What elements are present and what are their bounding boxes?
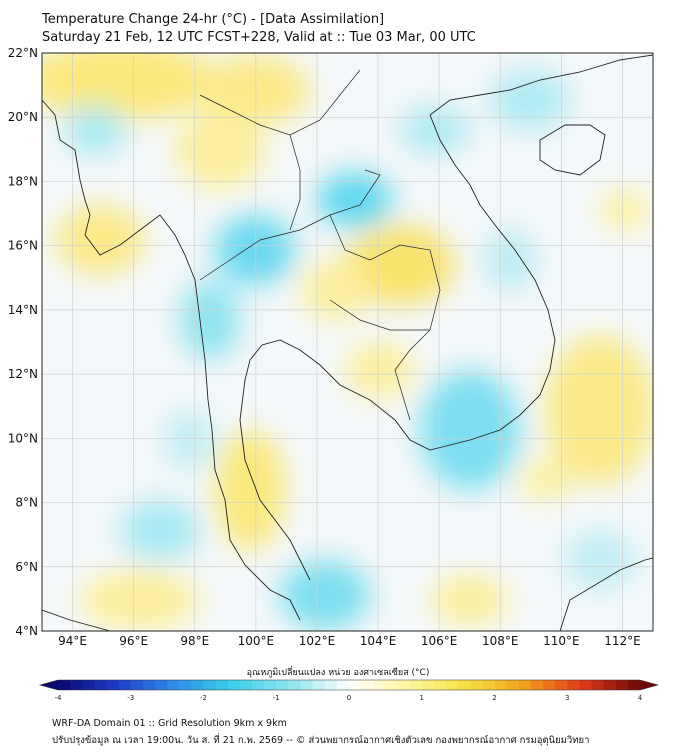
colorbar-segment: [349, 680, 362, 690]
chart-title: Temperature Change 24-hr (°C) - [Data As…: [42, 12, 385, 27]
colorbar-segment: [288, 680, 301, 690]
colorbar-segment: [603, 680, 617, 690]
lat-tick-label: 12°N: [8, 367, 38, 381]
colorbar-ticks: -4 -3 -2 -1 0 1 2 3 4: [55, 694, 643, 702]
colorbar-tick-label: -2: [200, 694, 207, 702]
lon-tick-label: 108°E: [482, 634, 519, 648]
colorbar-segment: [252, 680, 265, 690]
colorbar-segment: [300, 680, 314, 690]
colorbar-tick-label: 2: [492, 694, 496, 702]
chart-subtitle: Saturday 21 Feb, 12 UTC FCST+228, Valid …: [42, 30, 476, 45]
coastlines: [42, 54, 653, 631]
colorbar-segment: [94, 680, 107, 690]
colorbar-segment: [446, 680, 459, 690]
colorbar-segment: [518, 680, 532, 690]
lon-tick-label: 106°E: [421, 634, 458, 648]
lon-tick-label: 110°E: [543, 634, 580, 648]
colorbar-segment: [264, 680, 277, 690]
colorbar-segment: [142, 680, 156, 690]
colorbar-segment: [312, 680, 326, 690]
lon-tick-label: 102°E: [299, 634, 336, 648]
lat-tick-label: 6°N: [15, 560, 38, 574]
longitude-axis: 94°E 96°E 98°E 100°E 102°E 104°E 106°E 108°E 110…: [58, 634, 641, 648]
lat-tick-label: 8°N: [15, 496, 38, 510]
lon-tick-label: 112°E: [604, 634, 641, 648]
temperature-field: [42, 53, 653, 631]
colorbar-segment: [494, 680, 508, 690]
colorbar-segment: [130, 680, 144, 690]
colorbar-segment: [227, 680, 241, 690]
colorbar: [38, 679, 660, 691]
lat-tick-label: 4°N: [15, 624, 38, 638]
footer-model-info: WRF-DA Domain 01 :: Grid Resolution 9km …: [52, 718, 287, 729]
colorbar-segment: [155, 680, 168, 690]
map-gridlines: [42, 52, 653, 632]
colorbar-tick-label: -3: [127, 694, 134, 702]
colorbar-segment: [276, 680, 289, 690]
colorbar-segment: [615, 680, 629, 690]
colorbar-segment: [118, 680, 132, 690]
lat-tick-label: 22°N: [8, 46, 38, 60]
colorbar-segment: [361, 680, 374, 690]
colorbar-segment: [82, 680, 95, 690]
colorbar-segment: [579, 680, 592, 690]
colorbar-max-arrow: [640, 680, 658, 690]
footer-credits: ปรับปรุงข้อมูล ณ เวลา 19:00น. วัน ส. ที่…: [52, 735, 590, 746]
colorbar-segment: [543, 680, 556, 690]
colorbar-label: อุณหภูมิเปลี่ยนแปลง หน่วย องศาเซลเซียส (…: [246, 668, 430, 678]
lat-tick-label: 20°N: [8, 110, 38, 124]
plot-frame: [41, 52, 654, 632]
colorbar-tick-label: 0: [347, 694, 351, 702]
colorbar-segment: [433, 680, 447, 690]
colorbar-segment: [567, 680, 580, 690]
colorbar-segment: [70, 680, 83, 690]
colorbar-tick-label: 3: [565, 694, 569, 702]
colorbar-segment: [458, 680, 471, 690]
colorbar-segment: [385, 680, 398, 690]
colorbar-tick-label: 4: [638, 694, 643, 702]
colorbar-segment: [373, 680, 386, 690]
colorbar-segment: [591, 680, 605, 690]
colorbar-segment: [215, 680, 229, 690]
colorbar-segment: [397, 680, 411, 690]
lon-tick-label: 100°E: [238, 634, 275, 648]
colorbar-segment: [106, 680, 120, 690]
colorbar-segment: [409, 680, 423, 690]
lat-tick-label: 10°N: [8, 431, 38, 445]
colorbar-segment: [530, 680, 544, 690]
colorbar-segment: [203, 680, 217, 690]
lat-tick-label: 18°N: [8, 174, 38, 188]
colorbar-segment: [191, 680, 204, 690]
colorbar-segment: [627, 680, 641, 690]
lon-tick-label: 98°E: [180, 634, 209, 648]
colorbar-tick-label: -4: [55, 694, 63, 702]
colorbar-segment: [239, 680, 253, 690]
colorbar-segment: [470, 680, 483, 690]
colorbar-outline: [38, 679, 660, 691]
colorbar-segment: [179, 680, 192, 690]
lon-tick-label: 104°E: [360, 634, 397, 648]
lat-tick-label: 14°N: [8, 303, 38, 317]
lat-tick-label: 16°N: [8, 239, 38, 253]
lon-tick-label: 96°E: [119, 634, 148, 648]
colorbar-segment: [324, 680, 338, 690]
colorbar-segment: [506, 680, 520, 690]
colorbar-min-arrow: [40, 680, 58, 690]
lon-tick-label: 94°E: [58, 634, 87, 648]
colorbar-tick-label: 1: [420, 694, 424, 702]
colorbar-segment: [421, 680, 435, 690]
colorbar-segment: [58, 680, 71, 690]
colorbar-segment: [167, 680, 180, 690]
colorbar-segment: [482, 680, 495, 690]
latitude-axis: 22°N 20°N 18°N 16°N 14°N 12°N 10°N 8°N 6°N 4°N: [8, 46, 38, 638]
colorbar-segment: [555, 680, 568, 690]
colorbar-tick-label: -1: [273, 694, 280, 702]
colorbar-segment: [336, 680, 350, 690]
